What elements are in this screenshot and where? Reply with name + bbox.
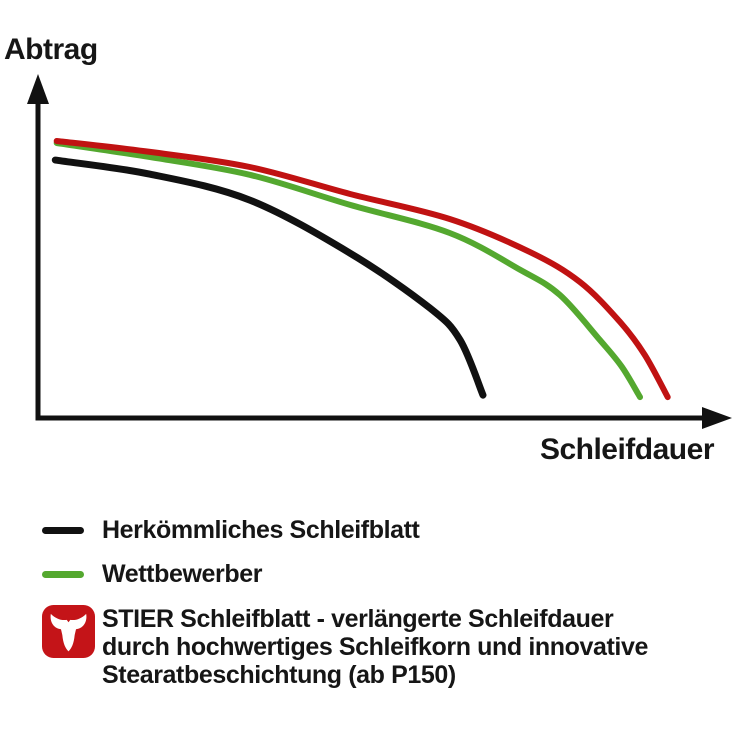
- curve-stier-schleifblatt: [53, 138, 671, 401]
- legend-item-stier: STIER Schleifblatt - verlängerte Schleif…: [42, 605, 648, 689]
- y-axis-arrowhead: [27, 74, 49, 104]
- legend-label-stier-line1: STIER Schleifblatt - verlängerte Schleif…: [102, 605, 614, 633]
- green-line-swatch: [42, 570, 84, 578]
- legend: Herkömmliches Schleifblatt Wettbewerber …: [42, 517, 648, 689]
- stier-bull-icon: [42, 605, 95, 658]
- legend-label-stier-line3: Stearatbeschichtung (ab P150): [102, 661, 456, 689]
- chart-svg: [27, 74, 732, 429]
- black-line-swatch: [42, 526, 84, 534]
- legend-item-competitor: Wettbewerber: [42, 561, 648, 587]
- legend-label-conventional: Herkömmliches Schleifblatt: [102, 516, 420, 544]
- y-axis-label: Abtrag: [4, 33, 98, 66]
- curve-herkoemmliches-schleifblatt: [51, 156, 487, 399]
- legend-item-conventional: Herkömmliches Schleifblatt: [42, 517, 648, 543]
- curve-wettbewerber: [53, 140, 643, 401]
- legend-label-stier: STIER Schleifblatt - verlängerte Schleif…: [102, 605, 648, 689]
- x-axis-label: Schleifdauer: [539, 433, 715, 466]
- legend-label-stier-line2: durch hochwertiges Schleifkorn und innov…: [102, 633, 648, 661]
- x-axis-arrowhead: [702, 407, 732, 429]
- stier-logo: [42, 605, 95, 658]
- legend-label-competitor: Wettbewerber: [102, 560, 263, 588]
